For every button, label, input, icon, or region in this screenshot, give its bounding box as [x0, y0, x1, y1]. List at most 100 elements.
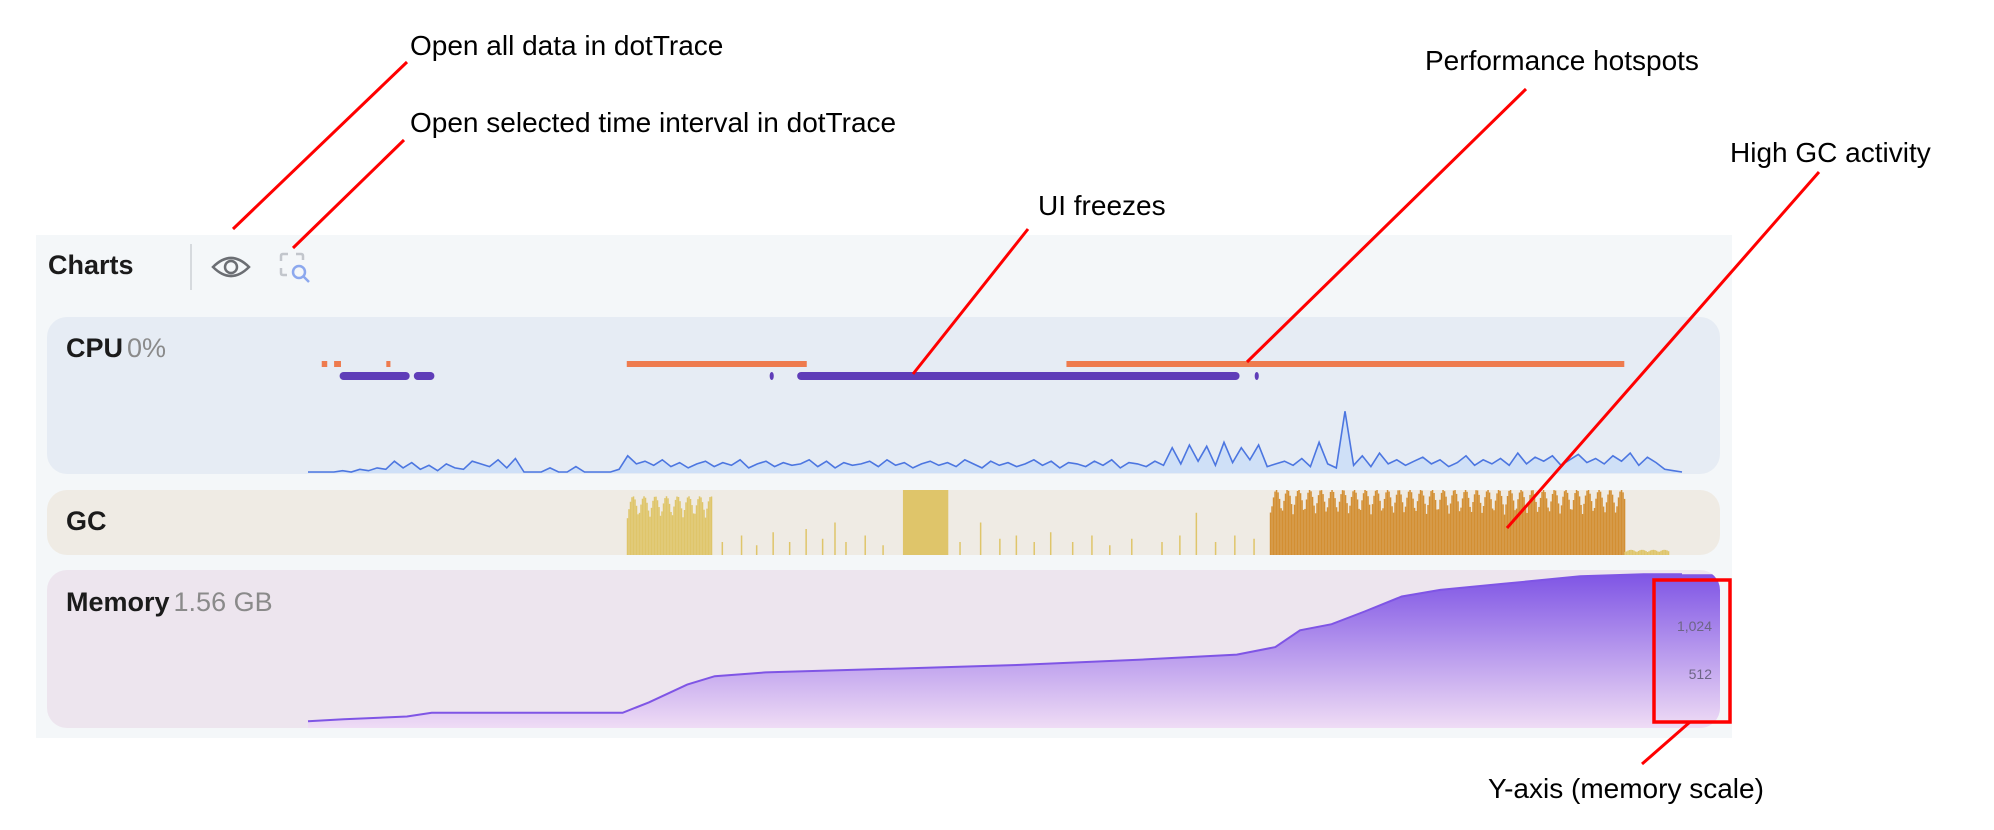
gc-bar — [1314, 513, 1317, 555]
gc-bar — [1335, 507, 1338, 555]
gc-spike — [999, 538, 1001, 555]
gc-bar — [646, 502, 648, 555]
gc-bar — [1649, 550, 1652, 555]
gc-bar — [1529, 494, 1531, 555]
gc-bar — [1304, 508, 1306, 555]
gc-bar — [1503, 514, 1506, 555]
gc-bar — [1624, 551, 1626, 555]
memory-title: Memory — [66, 587, 170, 617]
gc-bar — [1278, 498, 1281, 555]
gc-bar — [1664, 549, 1667, 555]
gc-bar — [1398, 490, 1401, 555]
memory-plot — [307, 573, 1720, 728]
gc-spike — [1071, 542, 1074, 555]
gc-bar — [1652, 549, 1655, 555]
gc-bar — [1505, 504, 1507, 555]
gc-bar — [1316, 503, 1318, 555]
gc-bar — [700, 497, 702, 555]
gc-bar — [1511, 493, 1513, 555]
gc-bar — [1559, 513, 1561, 555]
gc-bar — [626, 518, 629, 555]
gc-bar — [1401, 502, 1404, 555]
gc-bar — [1329, 491, 1332, 555]
gc-bar — [1343, 490, 1345, 555]
gc-bar — [1389, 497, 1392, 555]
gc-bar — [1392, 512, 1395, 555]
gc-bar — [644, 497, 647, 555]
gc-bar — [1355, 492, 1357, 555]
gc-bar — [641, 498, 644, 555]
gc-bar — [1613, 502, 1615, 555]
gc-bar — [676, 496, 678, 555]
gc-spike — [740, 535, 743, 555]
gc-bar — [1358, 508, 1360, 555]
gc-bar — [1430, 491, 1432, 555]
gc-bar — [1572, 500, 1575, 555]
gc-bar — [1625, 551, 1628, 555]
open-selected-interval-button[interactable] — [279, 252, 313, 286]
gc-bar — [1331, 490, 1333, 555]
gc-bar — [1319, 490, 1321, 555]
gc-bar — [1299, 493, 1302, 555]
gc-bar — [1545, 498, 1548, 555]
gc-bar — [1325, 511, 1327, 555]
gc-bar — [1338, 501, 1341, 555]
gc-bar — [1640, 549, 1643, 555]
gc-bar — [1440, 492, 1443, 555]
gc-bar — [698, 496, 701, 555]
gc-bar — [653, 496, 656, 555]
gc-bar — [1382, 508, 1384, 555]
annotation-open-selected: Open selected time interval in dotTrace — [410, 107, 897, 138]
gc-chart[interactable]: GC — [47, 490, 1720, 555]
gc-bar — [1556, 495, 1558, 555]
gc-bar — [1323, 501, 1326, 555]
gc-bar — [1397, 490, 1399, 555]
gc-bar — [1518, 492, 1521, 555]
gc-spike — [821, 538, 824, 555]
gc-bar — [1413, 507, 1416, 555]
y-tick-512: 512 — [1688, 666, 1712, 682]
gc-bar — [1337, 511, 1339, 555]
toolbar-divider — [190, 244, 192, 290]
gc-bar — [1660, 550, 1662, 555]
annotation-hotspots: Performance hotspots — [1425, 45, 1699, 76]
gc-bar — [704, 517, 707, 555]
gc-bar — [1517, 499, 1519, 555]
gc-bar — [1320, 490, 1323, 555]
gc-bar — [1493, 510, 1495, 555]
charts-title: Charts — [48, 250, 134, 280]
gc-bar — [1290, 504, 1293, 555]
gc-bar — [1271, 506, 1273, 555]
hotspot-bar — [321, 361, 328, 367]
gc-bar — [1607, 494, 1609, 555]
gc-bar — [1274, 491, 1276, 555]
gc-bar — [1485, 491, 1488, 555]
gc-spike — [1253, 538, 1255, 555]
open-all-data-button[interactable] — [210, 252, 252, 282]
gc-bar — [1313, 505, 1315, 555]
gc-spike — [1179, 535, 1181, 555]
gc-bar — [1497, 490, 1500, 555]
gc-bar — [1461, 498, 1464, 555]
gc-bar — [688, 496, 690, 555]
memory-chart[interactable]: Memory 1.56 GB 1,024 512 — [47, 570, 1720, 728]
gc-bar — [1490, 499, 1492, 555]
gc-bar — [694, 513, 696, 555]
gc-bar — [1428, 496, 1431, 555]
gc-bar — [1455, 493, 1458, 555]
gc-bar — [679, 501, 681, 555]
gc-bar — [632, 496, 635, 555]
gc-bar — [1622, 492, 1624, 555]
gc-bar — [1562, 496, 1564, 555]
gc-bar — [1584, 495, 1587, 555]
gc-bar — [1284, 493, 1287, 555]
memory-label: Memory 1.56 GB — [66, 587, 273, 618]
gc-bar — [656, 500, 659, 555]
gc-bar — [638, 512, 641, 555]
gc-bar — [1322, 494, 1324, 555]
gc-bar — [1287, 490, 1290, 555]
gc-bar — [1409, 490, 1411, 555]
cpu-chart[interactable]: CPU 0% — [47, 317, 1720, 474]
gc-bar — [1602, 506, 1605, 555]
annotation-open-all: Open all data in dotTrace — [410, 30, 724, 61]
